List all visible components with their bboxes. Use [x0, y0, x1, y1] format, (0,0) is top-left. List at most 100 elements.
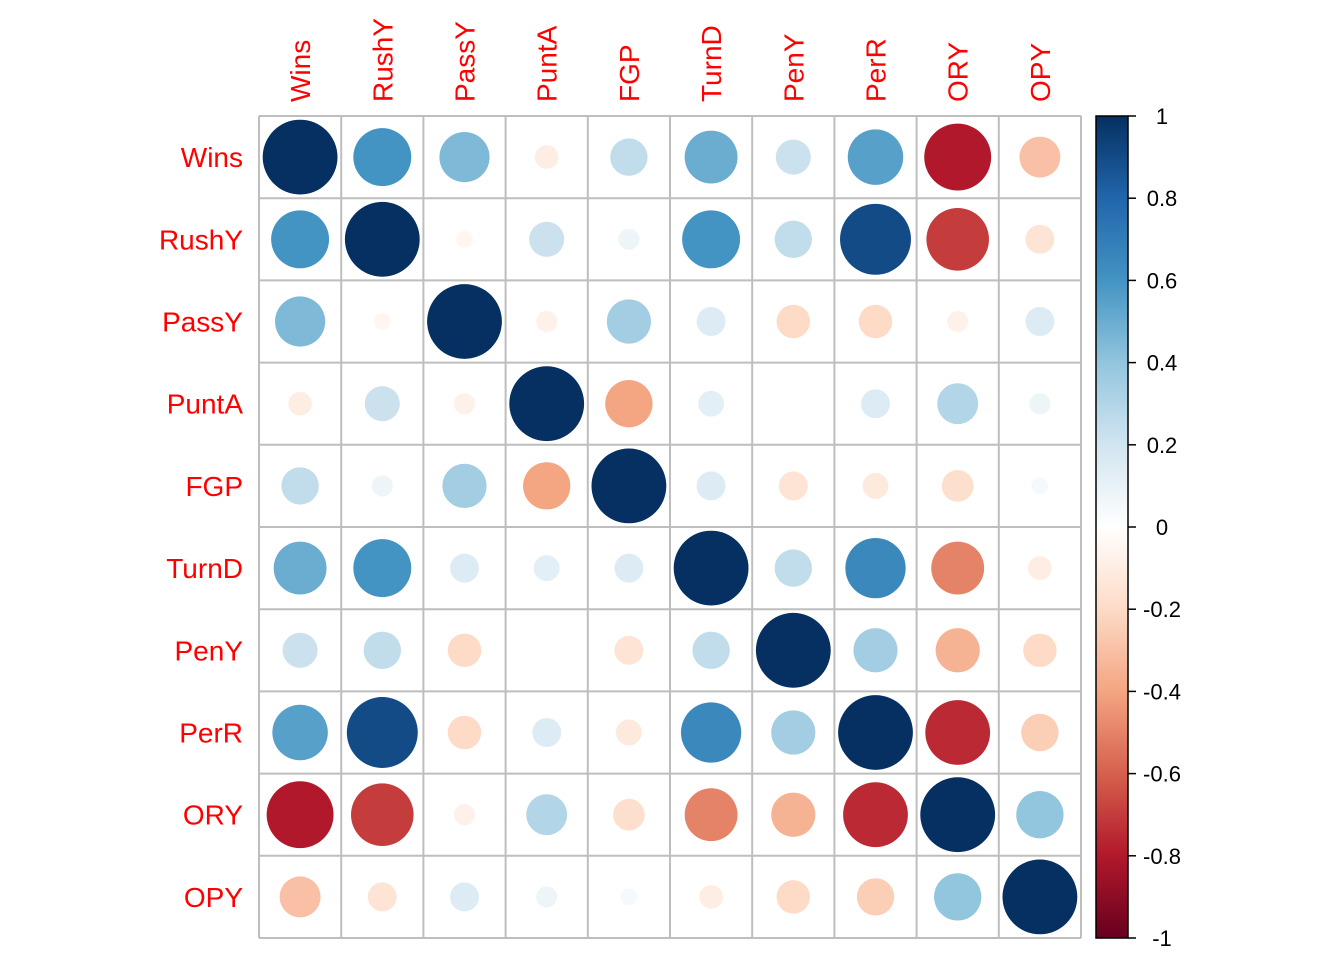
- corr-circle-punta-opy: [1029, 393, 1051, 415]
- corr-circle-punta-punta: [509, 366, 585, 442]
- corr-circle-perr-wins: [272, 704, 328, 761]
- corr-circle-perr-turnd: [680, 702, 742, 763]
- corr-circle-rushy-peny: [774, 220, 813, 259]
- corr-circle-punta-ory: [937, 383, 979, 425]
- corr-circle-punta-perr: [861, 389, 890, 419]
- column-label-passy: PassY: [450, 21, 481, 102]
- corr-circle-ory-ory: [920, 777, 996, 853]
- row-label-passy: PassY: [162, 307, 243, 338]
- corr-circle-rushy-punta: [529, 221, 565, 257]
- column-label-punta: PuntA: [532, 25, 563, 102]
- row-label-wins: Wins: [181, 142, 243, 173]
- corr-circle-ory-rushy: [351, 783, 414, 846]
- column-label-opy: OPY: [1025, 43, 1056, 102]
- corr-circle-wins-peny: [775, 139, 811, 175]
- colorbar-tick-label: -0.8: [1143, 844, 1181, 869]
- corr-circle-fgp-opy: [1031, 477, 1049, 495]
- corr-circle-fgp-passy: [442, 463, 487, 509]
- corr-circle-ory-punta: [526, 794, 568, 836]
- colorbar-tick-label: -1: [1152, 926, 1172, 951]
- corr-circle-opy-punta: [536, 886, 558, 908]
- corr-circle-rushy-ory: [926, 208, 989, 271]
- corr-circle-punta-turnd: [698, 390, 725, 417]
- colorbar-tick-label: -0.4: [1143, 679, 1181, 704]
- corr-circle-rushy-perr: [840, 203, 911, 275]
- corr-circle-rushy-rushy: [344, 201, 420, 277]
- corr-circle-turnd-peny: [774, 549, 813, 587]
- corr-circle-ory-passy: [453, 804, 476, 826]
- corr-circle-punta-rushy: [364, 386, 400, 422]
- corr-circle-turnd-passy: [450, 553, 479, 583]
- corr-circle-peny-fgp: [614, 635, 644, 665]
- corr-circle-peny-turnd: [692, 631, 730, 670]
- correlation-circles: [262, 119, 1078, 935]
- corr-circle-ory-peny: [771, 792, 816, 837]
- corr-circle-passy-perr: [858, 304, 893, 339]
- corr-circle-peny-ory: [935, 628, 980, 673]
- corr-circle-opy-passy: [450, 882, 479, 912]
- corr-circle-ory-fgp: [613, 798, 645, 831]
- column-label-ory: ORY: [943, 42, 974, 102]
- corr-circle-turnd-turnd: [673, 530, 749, 606]
- colorbar-tick-label: 0.8: [1147, 186, 1178, 211]
- colorbar-tick-label: 0.6: [1147, 268, 1178, 293]
- corr-circle-opy-perr: [856, 878, 895, 916]
- corr-circle-perr-ory: [925, 700, 991, 765]
- corr-circle-turnd-wins: [273, 541, 327, 595]
- column-label-wins: Wins: [285, 40, 316, 102]
- matrix-grid: [258, 115, 1082, 939]
- corr-circle-wins-rushy: [353, 128, 412, 187]
- column-label-fgp: FGP: [614, 44, 645, 102]
- corr-circle-wins-wins: [262, 119, 338, 195]
- corr-circle-turnd-ory: [931, 541, 985, 595]
- corr-circle-wins-opy: [1019, 136, 1061, 178]
- column-label-rushy: RushY: [367, 18, 398, 102]
- colorbar-tick-label: -0.2: [1143, 597, 1181, 622]
- row-label-turnd: TurnD: [166, 553, 243, 584]
- corr-circle-fgp-punta: [523, 462, 571, 510]
- corr-circle-passy-peny: [776, 304, 811, 339]
- row-label-fgp: FGP: [185, 471, 243, 502]
- corr-circle-opy-peny: [776, 880, 811, 914]
- corr-circle-rushy-opy: [1025, 224, 1055, 254]
- corr-circle-passy-fgp: [606, 299, 652, 344]
- colorbar-tick-label: 0.2: [1147, 433, 1178, 458]
- column-label-peny: PenY: [778, 33, 809, 102]
- colorbar-gradient: [1096, 116, 1128, 938]
- corr-circle-fgp-peny: [778, 471, 808, 501]
- colorbar-tick-label: 0.4: [1147, 351, 1178, 376]
- corr-circle-opy-turnd: [699, 885, 723, 909]
- corr-circle-wins-passy: [439, 132, 490, 183]
- corr-circle-fgp-fgp: [591, 448, 667, 524]
- corr-circle-fgp-ory: [941, 470, 974, 502]
- corr-circle-rushy-wins: [271, 210, 330, 269]
- corr-circle-peny-rushy: [363, 631, 402, 670]
- corr-circle-peny-peny: [755, 612, 831, 688]
- corr-circle-passy-turnd: [696, 307, 726, 336]
- corr-circle-punta-fgp: [605, 380, 653, 428]
- corr-circle-wins-punta: [534, 145, 559, 169]
- corr-circle-passy-opy: [1025, 307, 1055, 336]
- corr-circle-peny-perr: [853, 628, 898, 673]
- corr-circle-turnd-fgp: [614, 553, 644, 583]
- colorbar-tick-label: 0: [1156, 515, 1168, 540]
- row-label-perr: PerR: [179, 718, 243, 749]
- corr-circle-perr-peny: [771, 710, 816, 755]
- corr-circle-rushy-turnd: [682, 210, 741, 269]
- corr-circle-ory-wins: [266, 781, 334, 849]
- row-label-opy: OPY: [184, 882, 243, 913]
- corr-circle-peny-wins: [282, 632, 318, 668]
- corr-circle-wins-turnd: [684, 130, 738, 184]
- corr-circle-peny-opy: [1023, 633, 1057, 668]
- corr-circle-turnd-perr: [845, 537, 906, 599]
- corr-circle-wins-fgp: [610, 138, 648, 176]
- row-label-punta: PuntA: [167, 389, 244, 420]
- corr-circle-turnd-opy: [1028, 556, 1052, 580]
- corr-circle-wins-ory: [924, 123, 992, 191]
- corr-circle-ory-perr: [843, 782, 908, 848]
- corr-circle-perr-passy: [447, 715, 482, 750]
- corr-circle-fgp-wins: [281, 467, 319, 505]
- corr-circle-fgp-rushy: [371, 475, 393, 497]
- column-label-perr: PerR: [861, 38, 892, 102]
